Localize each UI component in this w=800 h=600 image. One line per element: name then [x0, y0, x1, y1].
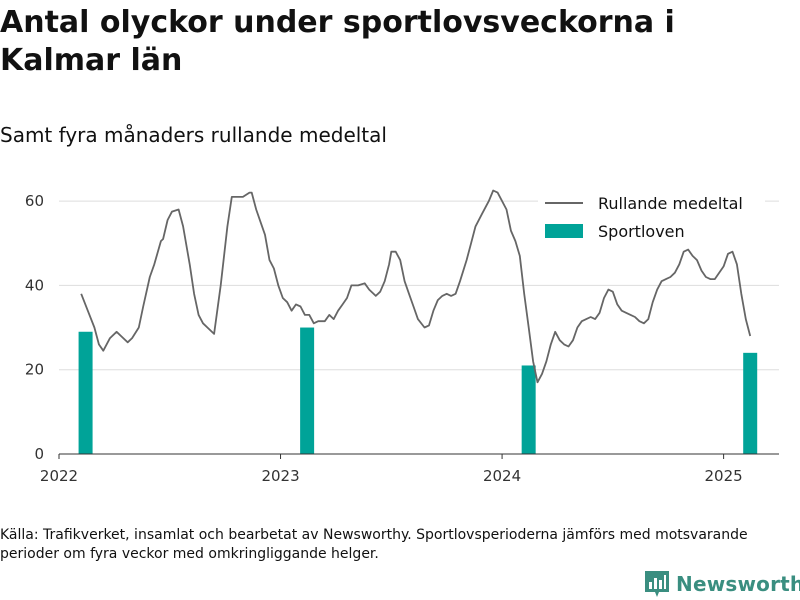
x-tick-label-2022: 2022 — [40, 467, 78, 485]
line-series — [80, 189, 752, 384]
x-tick-label-2023: 2023 — [261, 467, 299, 485]
y-tick-label-60: 60 — [25, 192, 44, 210]
source-note: Källa: Trafikverket, insamlat och bearbe… — [0, 527, 748, 562]
chart-title: Antal olyckor under sportlovsveckorna i … — [0, 5, 675, 78]
bar-sportloven-4 — [743, 352, 758, 454]
newsworthy-logo-icon — [645, 571, 669, 597]
y-tick-label-40: 40 — [25, 276, 44, 294]
y-tick-label-20: 20 — [25, 361, 44, 379]
bar-sportloven-2 — [300, 327, 315, 454]
bar-series — [78, 327, 758, 454]
legend-label-bars: Sportloven — [598, 222, 685, 241]
bar-sportloven-1 — [78, 331, 93, 454]
x-tick-label-2024: 2024 — [483, 467, 521, 485]
axes: 0 20 40 60 2022 2023 2024 2025 — [25, 192, 779, 485]
legend-bar-swatch — [545, 224, 583, 238]
x-tick-label-2025: 2025 — [705, 467, 743, 485]
line-rullande-medeltal — [80, 189, 752, 384]
chart-area: 0 20 40 60 2022 2023 2024 2025 Rullande medelta… — [25, 185, 779, 485]
y-tick-label-0: 0 — [34, 445, 44, 463]
chart-subtitle: Samt fyra månaders rullande medeltal — [0, 123, 387, 147]
newsworthy-logo[interactable]: Newsworthy — [644, 570, 800, 598]
legend: Rullande medeltal Sportloven — [538, 185, 765, 245]
newsworthy-logo-text: Newsworthy — [676, 572, 800, 596]
legend-label-line: Rullande medeltal — [598, 194, 743, 213]
bar-sportloven-3 — [521, 365, 536, 454]
